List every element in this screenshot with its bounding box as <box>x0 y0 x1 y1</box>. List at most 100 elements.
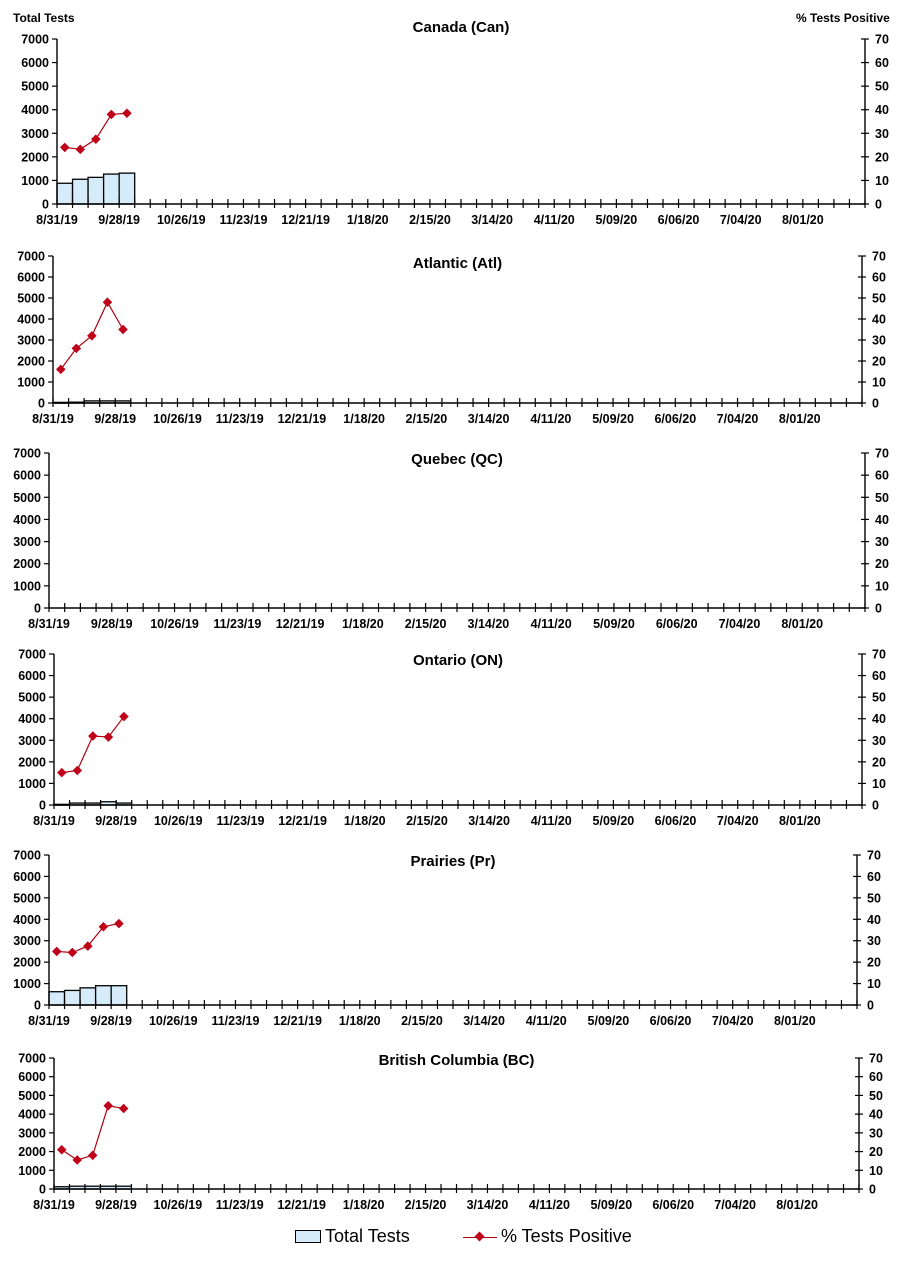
diamond-marker-icon <box>102 297 113 307</box>
x-tick-label: 5/09/20 <box>593 617 635 631</box>
x-tick-label: 12/21/19 <box>276 617 325 631</box>
x-tick-label: 2/15/20 <box>409 213 451 227</box>
diamond-marker-icon <box>60 142 70 153</box>
x-tick-label: 3/14/20 <box>468 412 510 426</box>
x-tick-label: 6/06/20 <box>654 412 696 426</box>
y2-tick-label: 70 <box>869 1052 883 1066</box>
y-tick-label: 0 <box>39 1183 46 1197</box>
x-tick-label: 4/11/20 <box>534 213 575 227</box>
y2-tick-label: 40 <box>869 1108 883 1122</box>
x-tick-label: 11/23/19 <box>213 617 261 631</box>
bar-total-tests <box>79 987 97 1006</box>
x-tick-label: 9/28/19 <box>95 814 137 828</box>
diamond-marker-icon <box>83 941 93 951</box>
y2-tick-label: 50 <box>875 491 889 505</box>
bar-total-tests <box>71 178 89 205</box>
y2-tick-label: 10 <box>867 977 881 991</box>
x-tick-label: 8/31/19 <box>28 617 70 631</box>
left-axis-title: Total Tests <box>13 11 75 25</box>
y-tick-label: 4000 <box>18 1108 46 1122</box>
chart-title: British Columbia (BC) <box>379 1052 535 1069</box>
y-tick-label: 5000 <box>18 691 46 705</box>
legend-label-percent-positive: % Tests Positive <box>501 1226 632 1246</box>
x-tick-label: 9/28/19 <box>95 1198 137 1212</box>
y-tick-label: 7000 <box>13 447 41 461</box>
x-tick-label: 8/01/20 <box>774 1014 816 1028</box>
x-tick-label: 5/09/20 <box>592 412 634 426</box>
diamond-marker-icon <box>67 947 78 958</box>
x-tick-label: 12/21/19 <box>278 412 327 426</box>
x-tick-label: 11/23/19 <box>211 1014 259 1028</box>
diamond-marker-icon <box>56 364 66 375</box>
y-tick-label: 5000 <box>13 491 41 505</box>
y2-tick-label: 50 <box>872 292 886 306</box>
y-tick-label: 4000 <box>13 913 41 927</box>
bar-total-tests <box>63 989 81 1006</box>
y-tick-label: 7000 <box>17 250 45 264</box>
line-marker-swatch-icon <box>463 1230 497 1244</box>
x-tick-label: 8/31/19 <box>32 412 74 426</box>
y-tick-label: 0 <box>38 397 45 411</box>
x-tick-label: 5/09/20 <box>593 814 635 828</box>
y2-tick-label: 0 <box>872 397 879 411</box>
y2-tick-label: 60 <box>867 870 881 884</box>
y2-tick-label: 0 <box>875 602 882 616</box>
y2-tick-label: 30 <box>867 934 881 948</box>
x-tick-label: 4/11/20 <box>531 617 572 631</box>
x-tick-label: 7/04/20 <box>712 1014 754 1028</box>
y2-tick-label: 30 <box>875 535 889 549</box>
y-tick-label: 6000 <box>18 669 46 683</box>
x-tick-label: 10/26/19 <box>150 617 199 631</box>
x-tick-label: 9/28/19 <box>91 617 133 631</box>
y2-tick-label: 30 <box>869 1126 883 1140</box>
x-tick-label: 1/18/20 <box>343 412 385 426</box>
y2-tick-label: 70 <box>875 33 889 47</box>
y2-tick-label: 50 <box>869 1089 883 1103</box>
chart-panel-3: Ontario (ON)0100020003000400050006000700… <box>18 648 886 829</box>
right-axis-title: % Tests Positive <box>796 11 890 25</box>
y-tick-label: 2000 <box>13 557 41 571</box>
x-tick-label: 11/23/19 <box>216 814 264 828</box>
bar-total-tests <box>48 991 66 1006</box>
diamond-marker-icon <box>52 946 62 957</box>
x-tick-label: 1/18/20 <box>342 617 384 631</box>
y-tick-label: 2000 <box>18 1145 46 1159</box>
y-tick-label: 0 <box>39 799 46 813</box>
chart-title: Ontario (ON) <box>413 652 503 669</box>
x-tick-label: 2/15/20 <box>406 412 448 426</box>
diamond-marker-icon <box>106 109 117 120</box>
y2-tick-label: 10 <box>872 777 886 791</box>
bar-total-tests <box>87 176 105 205</box>
diamond-marker-icon <box>103 732 114 742</box>
y2-tick-label: 60 <box>875 469 889 483</box>
diamond-marker-icon <box>71 343 82 354</box>
y2-tick-label: 70 <box>867 849 881 863</box>
x-tick-label: 2/15/20 <box>405 1198 447 1212</box>
diamond-marker-icon <box>87 1150 98 1161</box>
y-tick-label: 7000 <box>18 1052 46 1066</box>
x-tick-label: 12/21/19 <box>281 213 330 227</box>
x-tick-label: 6/06/20 <box>650 1014 692 1028</box>
diamond-marker-icon <box>119 711 129 722</box>
bar-total-tests <box>94 985 112 1006</box>
diamond-marker-icon <box>87 331 97 341</box>
chart-panel-0: Canada (Can)0100020003000400050006000700… <box>21 19 889 227</box>
x-tick-label: 10/26/19 <box>154 1198 203 1212</box>
y-tick-label: 5000 <box>18 1089 46 1103</box>
y-tick-label: 4000 <box>21 103 49 117</box>
x-tick-label: 4/11/20 <box>529 1198 570 1212</box>
y2-tick-label: 40 <box>875 103 889 117</box>
chart-title: Prairies (Pr) <box>410 853 495 870</box>
x-tick-label: 8/01/20 <box>782 213 824 227</box>
y2-tick-label: 30 <box>872 334 886 348</box>
y-tick-label: 6000 <box>18 1070 46 1084</box>
x-tick-label: 7/04/20 <box>719 617 761 631</box>
y-tick-label: 2000 <box>13 956 41 970</box>
x-tick-label: 2/15/20 <box>406 814 448 828</box>
x-tick-label: 8/31/19 <box>28 1014 70 1028</box>
y2-tick-label: 70 <box>875 447 889 461</box>
y-tick-label: 3000 <box>17 334 45 348</box>
x-tick-label: 10/26/19 <box>157 213 206 227</box>
y-tick-label: 0 <box>34 999 41 1013</box>
y-tick-label: 2000 <box>17 355 45 369</box>
